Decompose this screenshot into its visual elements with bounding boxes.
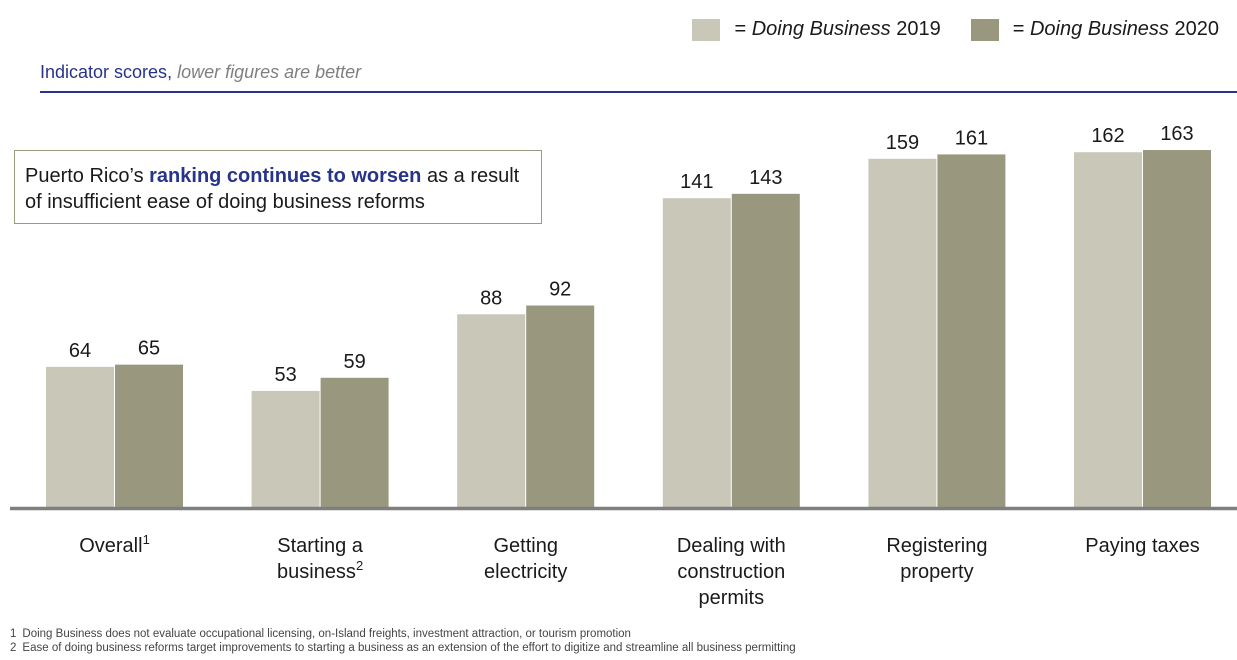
bar-2019 (457, 314, 526, 507)
data-label: 143 (749, 167, 782, 189)
subtitle-note: lower figures are better (177, 62, 362, 82)
legend-item-2020: = Doing Business 2020 (970, 18, 1219, 41)
data-label: 59 (343, 351, 365, 373)
data-label: 141 (680, 171, 713, 193)
bar-2020 (526, 305, 595, 507)
data-label: 159 (886, 132, 919, 154)
category-label: Getting electricity (484, 535, 567, 583)
footnotes: 1 Doing Business does not evaluate occupa… (10, 627, 796, 655)
footnote-number: 1 (10, 628, 17, 640)
footnote-text: Doing Business does not evaluate occupat… (22, 628, 631, 640)
bar-2019 (662, 198, 731, 507)
bar-2020 (320, 377, 389, 507)
subtitle-main: Indicator scores (40, 62, 168, 82)
callout-text-before: Puerto Rico’s (25, 165, 150, 187)
legend-item-2019: = Doing Business 2019 (692, 18, 941, 41)
data-label: 163 (1160, 123, 1193, 145)
category-label: Paying taxes (1085, 535, 1200, 557)
legend-swatch-2019 (692, 18, 721, 41)
bar-2020 (937, 154, 1006, 507)
category-label: Dealing with construction permits (677, 535, 786, 609)
bar-2019 (46, 366, 114, 507)
header-divider (40, 91, 1237, 93)
callout-emphasis: ranking continues to worsen (149, 165, 422, 187)
footnote-text: Ease of doing business reforms target im… (22, 642, 796, 654)
legend-label-2020: = Doing Business 2020 (1012, 18, 1219, 40)
callout-text-after: as a result of insufficient ease of doin… (25, 165, 520, 213)
data-label: 88 (480, 287, 502, 309)
footnote-2: 2 Ease of doing business reforms target i… (10, 641, 796, 655)
bar-2020 (115, 364, 183, 507)
subtitle-separator: , (167, 62, 178, 82)
legend-label-2019: = Doing Business 2019 (734, 18, 941, 40)
data-label: 64 (69, 340, 91, 362)
data-label: 162 (1091, 125, 1124, 147)
bar-2019 (251, 390, 320, 507)
data-label: 65 (138, 338, 160, 360)
bar-2019 (868, 158, 937, 508)
chart-legend: = Doing Business 2019 = Doing Business 2… (662, 18, 1219, 41)
data-label: 161 (955, 127, 988, 149)
category-label: Starting a business2 (277, 535, 364, 583)
callout-box: Puerto Rico’s ranking continues to worse… (14, 150, 542, 224)
chart-subtitle: Indicator scores, lower figures are bett… (40, 62, 361, 83)
footnote-number: 2 (10, 642, 17, 654)
footnote-1: 1 Doing Business does not evaluate occupa… (10, 627, 796, 641)
bar-2020 (731, 193, 800, 507)
bar-2019 (1074, 152, 1142, 507)
category-label: Overall1 (79, 532, 150, 557)
data-label: 53 (274, 364, 296, 386)
data-label: 92 (549, 279, 571, 301)
legend-swatch-2020 (970, 18, 999, 41)
bar-2020 (1143, 150, 1211, 507)
category-label: Registering property (886, 535, 987, 583)
